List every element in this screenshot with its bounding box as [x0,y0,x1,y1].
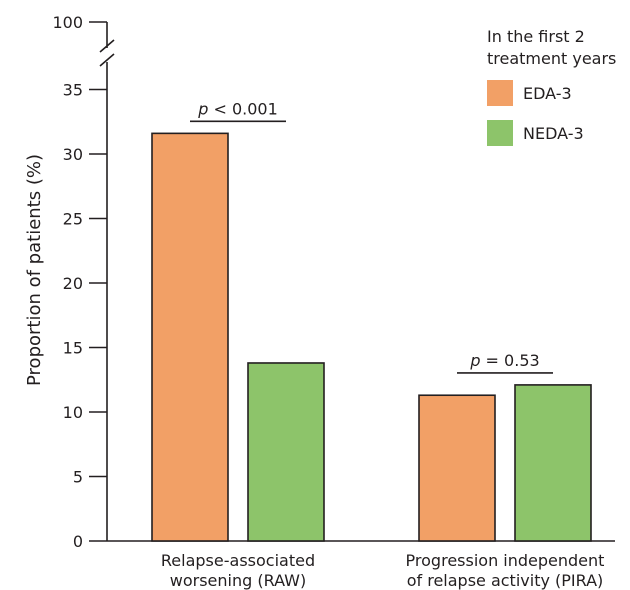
axis-break-mark [99,39,115,53]
legend-title: In the first 2 [487,27,585,46]
annotations: p < 0.001 p = 0.53 [190,99,553,374]
category-label: of relapse activity (PIRA) [407,571,604,590]
bar-neda-3-1 [514,384,592,542]
y-tick-label: 100 [52,13,83,32]
y-axis: 100 0 5 10 15 20 25 30 35 [52,13,615,551]
legend-label: EDA-3 [523,84,572,103]
legend: In the first 2 treatment years EDA-3 NEDA-3 [487,27,616,146]
axis-break-mark [99,53,115,67]
y-axis-title: Proportion of patients (%) [24,154,45,386]
legend-swatch [487,120,513,146]
y-tick-label: 15 [63,339,83,358]
legend-label: NEDA-3 [523,124,584,143]
y-tick-label: 30 [63,145,83,164]
y-tick-label: 20 [63,274,83,293]
category-label: worsening (RAW) [170,571,306,590]
p-value-label: p = 0.53 [469,351,539,370]
bar-neda-3-0 [247,362,325,542]
y-tick-label: 5 [73,468,83,487]
category-label: Progression independent [406,551,605,570]
bar-eda-3-1 [418,394,496,542]
y-tick-label: 10 [63,403,83,422]
p-value-label: p < 0.001 [197,99,278,118]
legend-swatch [487,80,513,106]
bars [151,132,592,542]
legend-title: treatment years [487,49,616,68]
bar-eda-3-0 [151,132,229,542]
y-tick-label: 25 [63,210,83,229]
y-tick-label: 0 [73,532,83,551]
category-label: Relapse-associated [161,551,315,570]
y-tick-label: 35 [63,81,83,100]
